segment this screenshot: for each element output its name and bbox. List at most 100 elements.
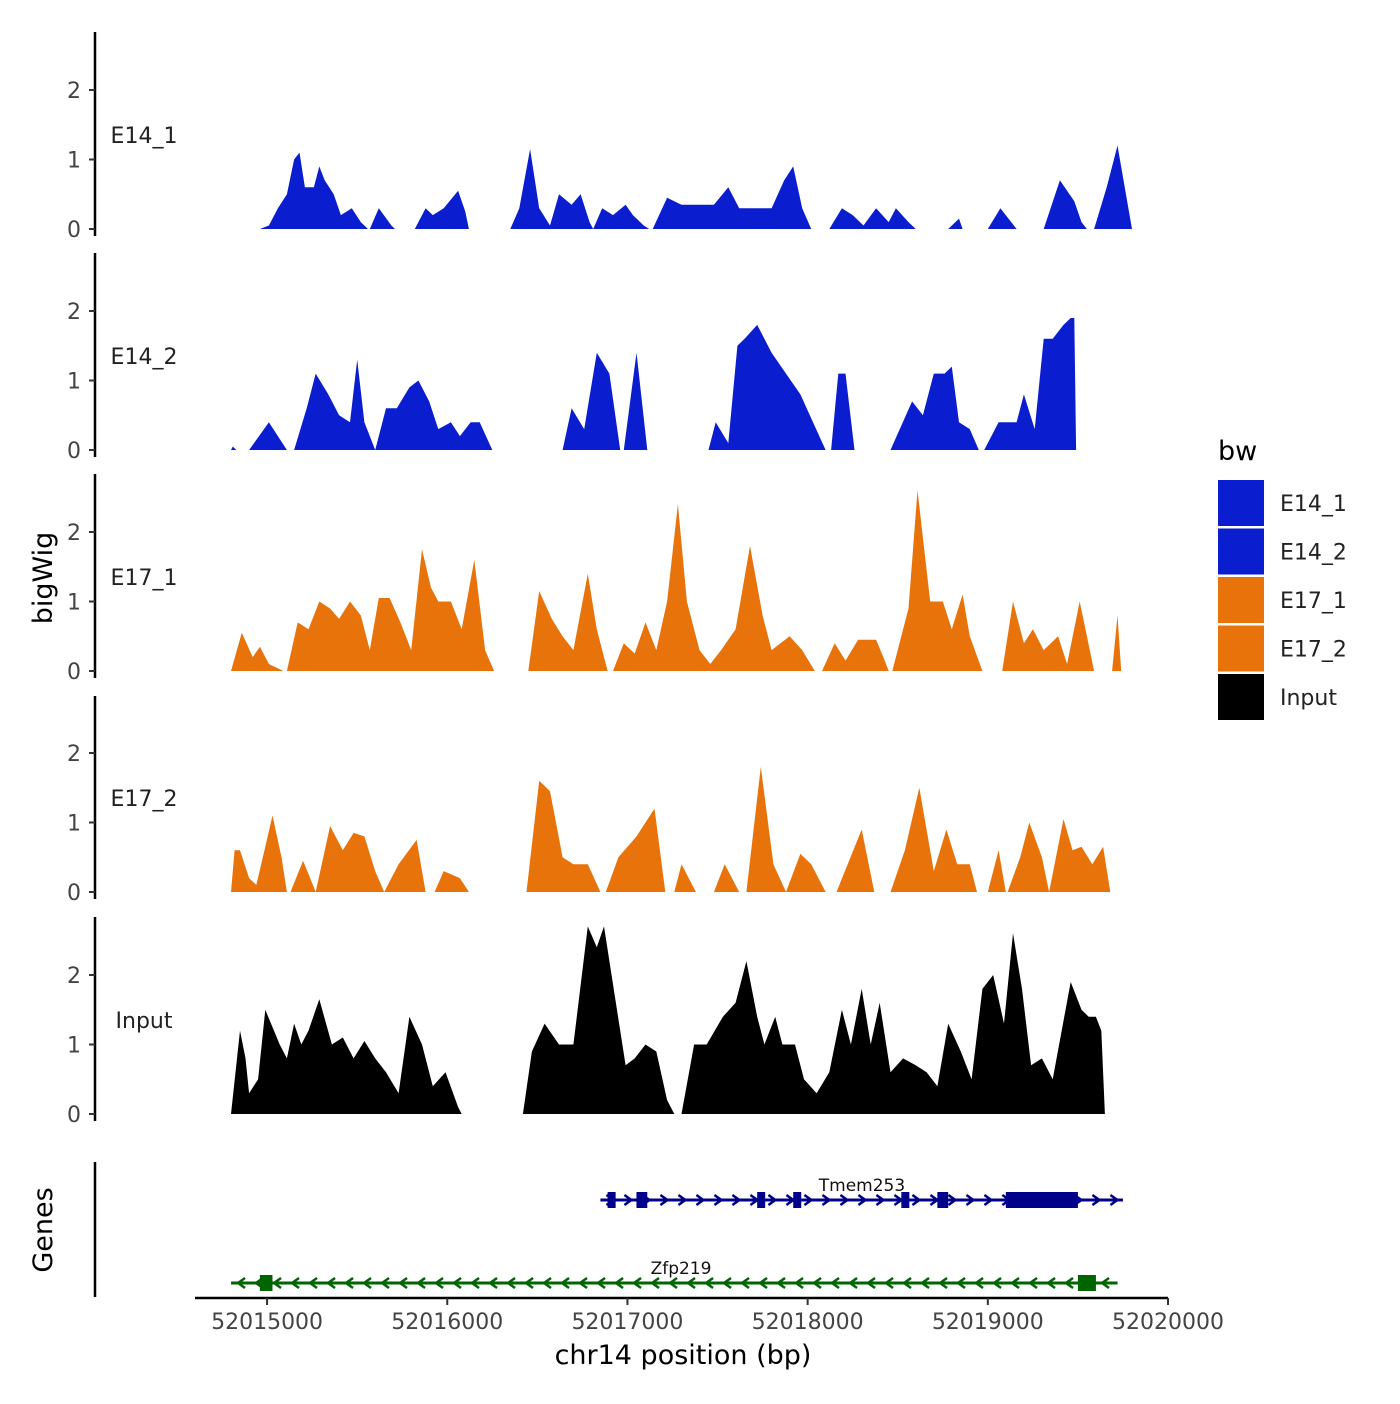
signal-area	[526, 780, 601, 892]
signal-area	[510, 149, 594, 229]
strand-chevron	[1063, 1276, 1074, 1290]
strand-chevron	[973, 1276, 984, 1290]
legend-label: Input	[1280, 686, 1337, 711]
strand-chevron	[235, 1276, 246, 1290]
legend-swatch	[1218, 528, 1264, 575]
y-tick-label: 0	[67, 439, 81, 464]
track-label: E17_1	[111, 566, 178, 591]
y-tick-label: 2	[67, 742, 81, 767]
strand-chevron	[577, 1276, 588, 1290]
strand-chevron	[667, 1276, 678, 1290]
strand-chevron	[965, 1193, 976, 1207]
y-tick-label: 2	[67, 300, 81, 325]
legend-swatch	[1218, 625, 1264, 672]
track-e17-1: 0 1 2 E17_1	[67, 474, 1122, 685]
strand-chevron	[803, 1193, 814, 1207]
signal-area	[605, 808, 666, 892]
y-tick-label: 1	[67, 370, 81, 395]
x-tick-label: 52020000	[1112, 1310, 1224, 1335]
strand-chevron	[623, 1193, 634, 1207]
y-tick-label: 1	[67, 591, 81, 616]
legend-swatch	[1218, 674, 1264, 720]
signal-area	[231, 446, 237, 450]
track-label: E14_1	[111, 124, 178, 149]
legend: bw E14_1 E14_2 E17_1 E17_2 Input	[1218, 436, 1347, 720]
track-e17-2: 0 1 2 E17_2	[67, 696, 1111, 906]
strand-chevron	[1045, 1276, 1056, 1290]
signal-area	[315, 826, 385, 892]
signal-area	[746, 766, 786, 892]
signal-area	[890, 366, 979, 450]
genes-axis-title: Genes	[28, 1187, 59, 1272]
track-e14-1: 0 1 2 E14_1	[67, 32, 1132, 243]
strand-chevron	[397, 1276, 408, 1290]
x-tick-label: 52019000	[932, 1310, 1044, 1335]
gene-label: Zfp219	[651, 1259, 712, 1279]
y-tick-label: 0	[67, 660, 81, 685]
signal-area	[384, 839, 426, 892]
track-label: Input	[116, 1009, 173, 1034]
legend-label: E17_2	[1280, 638, 1347, 663]
strand-chevron	[937, 1276, 948, 1290]
strand-chevron	[1099, 1276, 1110, 1290]
exon-block	[636, 1192, 648, 1208]
legend-label: E14_2	[1280, 541, 1347, 566]
track-e14-2: 0 1 2 E14_2	[67, 253, 1077, 464]
strand-chevron	[829, 1276, 840, 1290]
strand-chevron	[695, 1193, 706, 1207]
signal-area	[1043, 180, 1087, 229]
exon-block	[757, 1192, 766, 1208]
strand-chevron	[613, 1276, 624, 1290]
y-tick-label: 2	[67, 79, 81, 104]
strand-chevron	[839, 1193, 850, 1207]
signal-area	[1002, 601, 1095, 671]
signal-area	[249, 422, 287, 450]
y-tick-label: 0	[67, 218, 81, 243]
strand-chevron	[983, 1193, 994, 1207]
signal-area	[522, 926, 675, 1114]
strand-chevron	[821, 1193, 832, 1207]
strand-chevron	[433, 1276, 444, 1290]
strand-chevron	[659, 1193, 670, 1207]
gene-tmem253: Tmem253	[600, 1176, 1123, 1208]
signal-area	[369, 208, 395, 229]
strand-chevron	[343, 1276, 354, 1290]
signal-area	[414, 190, 469, 229]
x-tick-label: 52018000	[752, 1310, 864, 1335]
signal-area	[613, 504, 815, 671]
signal-area	[1007, 822, 1050, 892]
x-tick-label: 52016000	[391, 1310, 503, 1335]
signal-area	[948, 218, 963, 229]
signal-area	[286, 549, 495, 671]
signal-area	[984, 318, 1077, 450]
strand-chevron	[847, 1276, 858, 1290]
signal-area	[1112, 615, 1122, 671]
strand-chevron	[649, 1276, 660, 1290]
strand-chevron	[595, 1276, 606, 1290]
signal-area	[1049, 819, 1111, 892]
y-tick-label: 2	[67, 521, 81, 546]
legend-label: E17_1	[1280, 589, 1347, 614]
signal-area	[528, 573, 608, 671]
strand-chevron	[991, 1276, 1002, 1290]
x-tick-label: 52015000	[211, 1310, 323, 1335]
signal-area	[892, 490, 983, 671]
strand-chevron	[1009, 1276, 1020, 1290]
signal-area	[259, 152, 368, 229]
track-label: E14_2	[111, 345, 178, 370]
y-tick-label: 2	[67, 964, 81, 989]
y-tick-label: 1	[67, 812, 81, 837]
track-label: E17_2	[111, 787, 178, 812]
signal-area	[652, 166, 812, 229]
strand-chevron	[469, 1276, 480, 1290]
strand-chevron	[271, 1276, 282, 1290]
strand-chevron	[713, 1193, 724, 1207]
y-tick-label: 0	[67, 881, 81, 906]
strand-chevron	[703, 1276, 714, 1290]
y-tick-label: 1	[67, 149, 81, 174]
x-tick-label: 52017000	[571, 1310, 683, 1335]
gene-track: Tmem253 Zfp219	[93, 1162, 1123, 1297]
signal-area	[231, 632, 284, 671]
